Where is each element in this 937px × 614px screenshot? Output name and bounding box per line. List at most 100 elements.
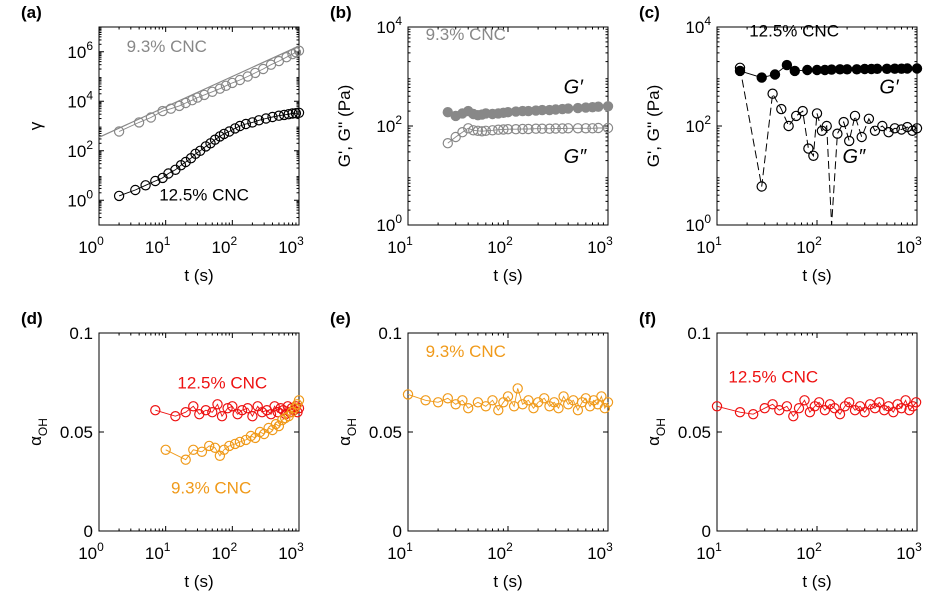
data-point [602, 397, 614, 408]
data-point [580, 393, 592, 404]
data-point [463, 123, 474, 134]
data-point [563, 103, 574, 114]
y-tick-label: 102 [376, 113, 402, 136]
data-point [788, 411, 799, 422]
data-point [260, 113, 272, 124]
data-point [192, 92, 203, 103]
data-point [602, 101, 614, 112]
data-point [819, 405, 831, 416]
data-point [160, 444, 171, 455]
data-point [212, 399, 223, 410]
data-point [240, 118, 252, 130]
data-point [224, 126, 235, 137]
data-point [811, 108, 823, 119]
data-point [218, 128, 230, 140]
data-point [140, 180, 151, 191]
data-point [711, 401, 723, 412]
data-point [227, 401, 238, 412]
data-point [207, 407, 218, 418]
x-tick-label: 102 [487, 234, 513, 257]
data-point [188, 401, 199, 412]
data-point [734, 62, 746, 74]
data-point [838, 116, 849, 128]
y-axis-label: G', G'' (Pa) [644, 85, 663, 167]
data-point [186, 94, 198, 106]
data-point [150, 405, 161, 416]
panel-label: (e) [330, 309, 351, 328]
data-point [859, 407, 870, 418]
data-point [236, 405, 248, 416]
plot-frame [407, 26, 609, 226]
data-point [834, 409, 846, 420]
data-point [896, 124, 907, 135]
data-point [517, 123, 528, 135]
x-axis-label: t (s) [802, 266, 831, 285]
x-tick-label: 103 [278, 234, 304, 257]
data-point [283, 108, 294, 120]
y-tick-label: 0.1 [69, 324, 93, 343]
series-line [447, 127, 608, 144]
data-point [457, 395, 468, 406]
x-tick-label: 102 [212, 540, 238, 563]
annotation-9-3-cnc: 9.3% CNC [426, 25, 506, 44]
data-point [267, 111, 278, 123]
data-point [892, 399, 903, 410]
x-tick-label: 102 [487, 540, 513, 563]
data-point [218, 444, 230, 455]
x-tick-label: 101 [696, 234, 722, 257]
data-point [587, 123, 598, 134]
x-tick-label: 103 [587, 234, 613, 257]
data-point [911, 63, 923, 74]
data-point [856, 131, 867, 143]
data-point [734, 407, 746, 418]
data-point [869, 125, 881, 137]
x-tick-label: 101 [145, 234, 171, 257]
annotation-g: G″ [564, 146, 588, 168]
series-1 [711, 395, 922, 422]
data-point [844, 135, 855, 147]
data-point [180, 156, 191, 168]
annotation-9-3-cnc: 9.3% CNC [127, 37, 207, 56]
data-point [558, 391, 569, 402]
data-point [227, 77, 238, 89]
y-tick-label: 100 [685, 212, 711, 235]
data-point [783, 120, 794, 132]
data-point [523, 123, 534, 135]
data-point [593, 101, 604, 112]
annotation-9-3-cnc: 9.3% CNC [426, 342, 506, 361]
data-point [767, 88, 778, 99]
panel-c: (c) 101 102 103 100 102 104 t (s) G', G'' (Pa) 12… [639, 3, 923, 285]
y-tick-label: 100 [67, 187, 93, 210]
series-2 [113, 107, 305, 202]
data-point [432, 397, 444, 408]
data-point [767, 399, 778, 410]
data-point [512, 383, 523, 394]
x-tick-label: 103 [896, 234, 922, 257]
data-point [287, 108, 298, 119]
data-point [502, 391, 514, 402]
data-point [544, 123, 555, 134]
x-tick-label: 102 [796, 540, 822, 563]
data-point [781, 59, 793, 71]
data-point [756, 181, 767, 192]
data-point [557, 123, 568, 134]
data-point [888, 407, 899, 418]
data-point [258, 63, 269, 75]
data-point [420, 395, 431, 406]
data-point [776, 103, 787, 115]
series-1 [402, 383, 614, 416]
data-point [170, 411, 181, 422]
data-point [797, 105, 808, 117]
y-axis-label: γ [26, 121, 45, 130]
y-tick-label: 0 [393, 522, 402, 541]
y-tick-label: 0 [84, 522, 93, 541]
fit-line [98, 45, 300, 138]
data-point [253, 115, 265, 126]
data-point [113, 126, 125, 137]
x-tick-label: 101 [387, 540, 413, 563]
series-1 [442, 101, 614, 122]
data-point [293, 395, 305, 406]
data-point [769, 69, 781, 80]
y-tick-label: 0 [702, 522, 711, 541]
data-point [476, 126, 488, 137]
